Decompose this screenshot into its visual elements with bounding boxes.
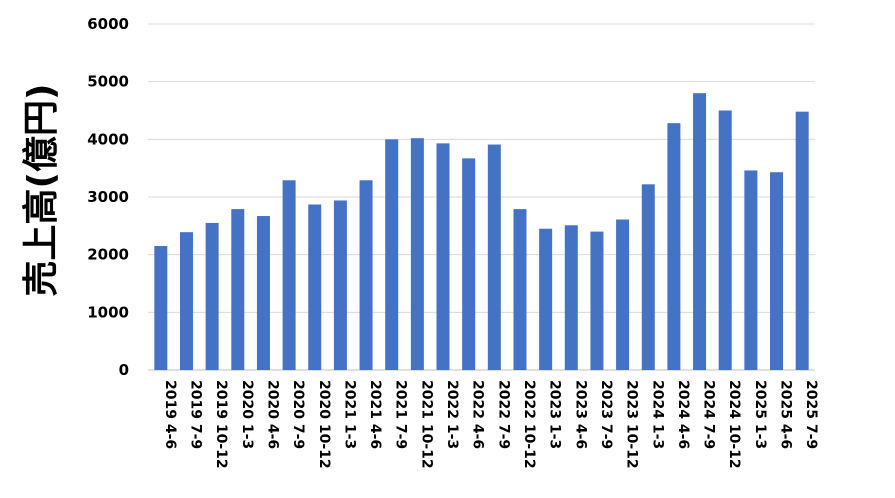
- x-tick-label: 2022 7-9: [495, 380, 511, 449]
- y-tick-label: 4000: [87, 130, 129, 148]
- bar: [718, 110, 732, 370]
- x-tick-label: 2023 10-12: [624, 380, 640, 469]
- x-tick-label: 2019 10-12: [213, 380, 229, 469]
- bar: [308, 204, 322, 370]
- x-tick-label: 2024 10-12: [726, 380, 742, 469]
- x-tick-label: 2021 4-6: [367, 380, 383, 449]
- bar: [667, 123, 681, 370]
- y-tick-label: 1000: [87, 303, 129, 321]
- bar: [154, 246, 168, 370]
- bar: [333, 200, 347, 370]
- bar: [693, 93, 707, 370]
- bar: [359, 180, 373, 370]
- y-tick-label: 5000: [87, 73, 129, 91]
- x-tick-label: 2019 7-9: [187, 380, 203, 449]
- x-tick-label: 2024 1-3: [649, 380, 665, 449]
- x-tick-label: 2019 4-6: [162, 380, 178, 449]
- bar: [513, 209, 527, 370]
- x-tick-label: 2021 1-3: [341, 380, 357, 449]
- x-tick-label: 2022 10-12: [521, 380, 537, 469]
- x-tick-label: 2025 7-9: [803, 380, 819, 449]
- x-tick-label: 2020 1-3: [239, 380, 255, 449]
- y-tick-label: 3000: [87, 188, 129, 206]
- bar: [487, 144, 501, 370]
- x-tick-label: 2024 4-6: [675, 380, 691, 449]
- bar: [436, 143, 450, 370]
- x-tick-label: 2021 10-12: [418, 380, 434, 469]
- bar: [205, 222, 219, 370]
- x-tick-label: 2025 4-6: [778, 380, 794, 449]
- x-tick-label: 2023 7-9: [598, 380, 614, 449]
- x-tick-label: 2025 1-3: [752, 380, 768, 449]
- bar: [590, 231, 604, 370]
- y-tick-label: 6000: [87, 15, 129, 33]
- bar: [179, 232, 193, 370]
- x-tick-label: 2022 1-3: [444, 380, 460, 449]
- x-tick-label: 2021 7-9: [393, 380, 409, 449]
- bar: [770, 172, 784, 370]
- bar: [744, 170, 758, 370]
- y-tick-label: 0: [119, 361, 129, 379]
- bar: [641, 184, 655, 370]
- bar: [256, 216, 270, 370]
- bar: [410, 138, 424, 370]
- x-tick-label: 2024 7-9: [701, 380, 717, 449]
- bar: [462, 158, 476, 370]
- x-tick-label: 2023 4-6: [572, 380, 588, 449]
- x-tick-label: 2023 1-3: [547, 380, 563, 449]
- bar: [564, 225, 578, 370]
- x-tick-label: 2020 7-9: [290, 380, 306, 449]
- bar: [539, 228, 553, 370]
- x-tick-label: 2020 4-6: [264, 380, 280, 449]
- x-tick-label: 2022 4-6: [470, 380, 486, 449]
- bar: [795, 111, 809, 371]
- bar: [385, 139, 399, 370]
- bar: [616, 219, 630, 370]
- bar: [282, 180, 296, 370]
- y-tick-label: 2000: [87, 246, 129, 264]
- x-tick-label: 2020 10-12: [316, 380, 332, 469]
- bar: [231, 209, 245, 370]
